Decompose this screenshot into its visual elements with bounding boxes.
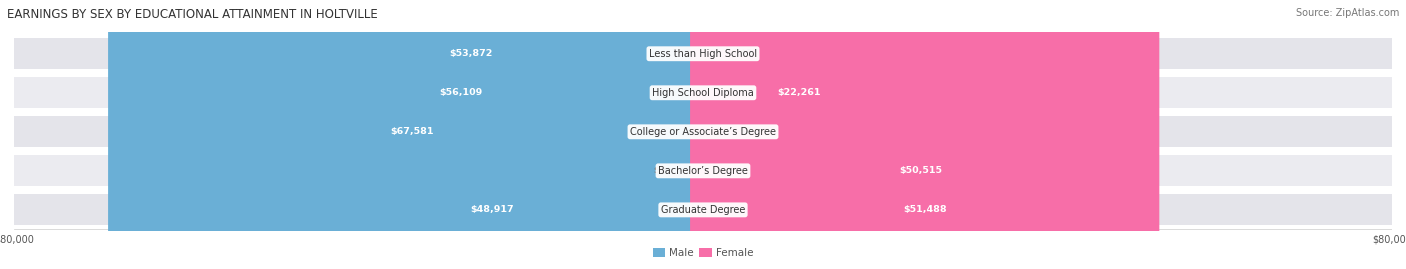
Text: $48,917: $48,917 (471, 205, 515, 214)
Text: Source: ZipAtlas.com: Source: ZipAtlas.com (1295, 8, 1399, 18)
Text: EARNINGS BY SEX BY EDUCATIONAL ATTAINMENT IN HOLTVILLE: EARNINGS BY SEX BY EDUCATIONAL ATTAINMEN… (7, 8, 378, 21)
Text: $0: $0 (740, 127, 752, 136)
Text: Graduate Degree: Graduate Degree (661, 205, 745, 215)
FancyBboxPatch shape (207, 0, 716, 269)
FancyBboxPatch shape (675, 158, 703, 184)
FancyBboxPatch shape (703, 40, 731, 67)
Text: $56,109: $56,109 (440, 88, 484, 97)
Text: $0: $0 (654, 166, 666, 175)
Text: Less than High School: Less than High School (650, 49, 756, 59)
Bar (14, 194, 1392, 225)
FancyBboxPatch shape (703, 119, 731, 145)
Bar (14, 77, 1392, 108)
FancyBboxPatch shape (108, 0, 716, 269)
Text: $0: $0 (740, 49, 752, 58)
Text: College or Associate’s Degree: College or Associate’s Degree (630, 127, 776, 137)
FancyBboxPatch shape (690, 0, 1160, 269)
Text: $51,488: $51,488 (903, 205, 946, 214)
FancyBboxPatch shape (690, 0, 908, 269)
FancyBboxPatch shape (269, 0, 716, 269)
Text: Bachelor’s Degree: Bachelor’s Degree (658, 166, 748, 176)
Bar (14, 116, 1392, 147)
Legend: Male, Female: Male, Female (648, 244, 758, 262)
Text: $22,261: $22,261 (778, 88, 821, 97)
Text: $50,515: $50,515 (898, 166, 942, 175)
Text: High School Diploma: High School Diploma (652, 88, 754, 98)
Text: $53,872: $53,872 (450, 49, 492, 58)
Text: $67,581: $67,581 (391, 127, 434, 136)
Bar (14, 38, 1392, 69)
Bar (14, 155, 1392, 186)
FancyBboxPatch shape (226, 0, 716, 269)
FancyBboxPatch shape (690, 0, 1152, 269)
